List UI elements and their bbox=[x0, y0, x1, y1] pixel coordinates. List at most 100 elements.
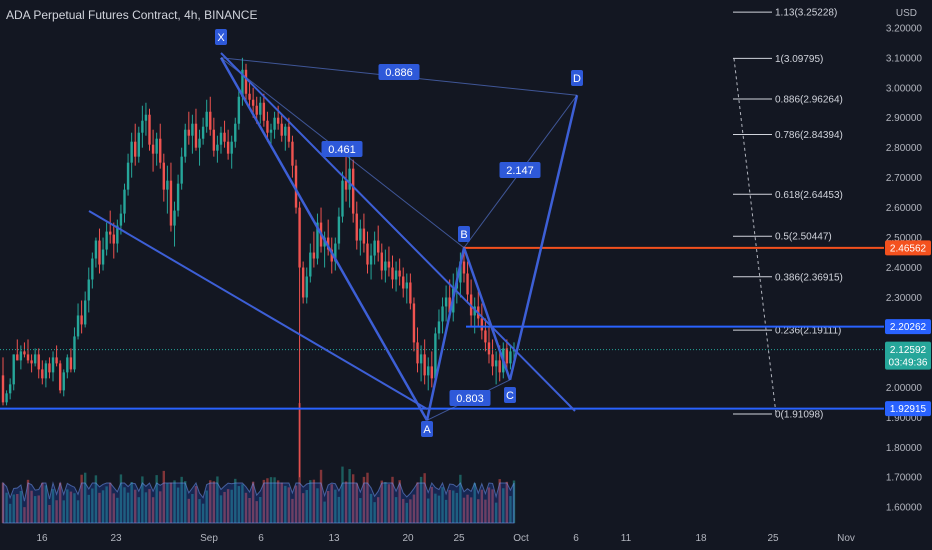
volume-bar-73 bbox=[262, 479, 266, 523]
candle-body-73 bbox=[262, 102, 266, 121]
candle-body-84 bbox=[301, 267, 305, 298]
volume-bar-6 bbox=[23, 507, 26, 523]
pattern-leg-CD bbox=[508, 94, 579, 381]
y-tick-0: 1.60000 bbox=[886, 503, 923, 514]
y-tick-16: 3.20000 bbox=[886, 23, 923, 34]
volume-bar-2 bbox=[8, 503, 12, 523]
candle-body-113 bbox=[405, 282, 408, 289]
candle-body-119 bbox=[427, 366, 430, 376]
volume-bar-11 bbox=[41, 482, 44, 523]
y-tick-7: 2.30000 bbox=[886, 293, 923, 304]
volume-bar-84 bbox=[301, 493, 305, 523]
candle-body-14 bbox=[51, 357, 55, 373]
point-box-X bbox=[215, 29, 227, 45]
price-tag-countdown: 03:49:36 bbox=[889, 358, 928, 369]
volume-bar-122 bbox=[437, 495, 441, 523]
price-tag-label-2: 2.12592 bbox=[890, 345, 927, 356]
volume-bar-88 bbox=[316, 488, 319, 523]
price-tag-3 bbox=[885, 401, 931, 417]
y-tick-2: 1.80000 bbox=[886, 443, 923, 454]
volume-group bbox=[1, 403, 516, 524]
volume-bar-14 bbox=[51, 489, 55, 523]
candle-body-38 bbox=[137, 132, 140, 157]
candle-body-20 bbox=[73, 336, 76, 370]
volume-bar-13 bbox=[48, 505, 51, 523]
candle-body-111 bbox=[398, 270, 401, 277]
candle-body-61 bbox=[219, 132, 223, 145]
volume-bar-141 bbox=[505, 481, 509, 523]
candle-body-56 bbox=[201, 126, 205, 139]
volume-bar-116 bbox=[416, 482, 419, 523]
candle-body-122 bbox=[437, 321, 441, 334]
volume-bar-108 bbox=[387, 484, 391, 523]
candle-body-78 bbox=[280, 123, 283, 136]
candle-body-53 bbox=[191, 123, 194, 136]
volume-bar-97 bbox=[348, 469, 351, 523]
ratio-label-3: 0.803 bbox=[456, 393, 484, 405]
price-tag-label-3: 1.92915 bbox=[890, 404, 927, 415]
candle-body-59 bbox=[212, 129, 216, 151]
x-tick-10: 18 bbox=[695, 533, 707, 544]
volume-bar-103 bbox=[369, 493, 373, 523]
time-axis[interactable]: 16 23 Sep 6 13 20 25 Oct 6 11 18 25 Nov bbox=[36, 533, 854, 544]
volume-bar-68 bbox=[244, 492, 248, 523]
candle-body-114 bbox=[409, 282, 412, 304]
candle-body-57 bbox=[205, 111, 208, 127]
x-tick-6: 25 bbox=[453, 533, 465, 544]
volume-bar-129 bbox=[462, 497, 466, 523]
volume-bar-44 bbox=[159, 491, 162, 523]
volume-bar-69 bbox=[248, 497, 251, 523]
volume-bar-59 bbox=[212, 481, 216, 523]
xabcd-pattern-group: 0.886 0.461 2.147 0.803 X A B C D bbox=[88, 29, 583, 437]
fib-level-label-4: 0.618(2.64453) bbox=[775, 190, 843, 201]
candle-body-34 bbox=[123, 189, 126, 214]
pattern-leg-XA bbox=[219, 57, 429, 421]
candle-body-69 bbox=[248, 93, 251, 100]
volume-bar-75 bbox=[269, 477, 273, 523]
candle-body-51 bbox=[184, 129, 187, 157]
volume-bar-78 bbox=[280, 482, 283, 523]
candle-body-125 bbox=[448, 297, 451, 313]
y-tick-1: 1.70000 bbox=[886, 473, 923, 484]
candle-body-76 bbox=[273, 117, 276, 130]
volume-bar-127 bbox=[455, 492, 459, 523]
candle-body-44 bbox=[159, 138, 162, 163]
candle-body-13 bbox=[48, 363, 51, 373]
volume-bar-58 bbox=[209, 480, 212, 523]
volume-bar-87 bbox=[312, 479, 316, 523]
volume-bar-70 bbox=[251, 481, 255, 523]
volume-bar-142 bbox=[509, 496, 512, 523]
ratio-box-0 bbox=[378, 64, 420, 80]
ratio-label-1: 0.461 bbox=[328, 144, 356, 156]
volume-bar-79 bbox=[284, 485, 287, 523]
volume-bar-40 bbox=[144, 492, 148, 523]
candle-body-29 bbox=[105, 231, 108, 250]
volume-bar-32 bbox=[116, 497, 119, 523]
candle-body-138 bbox=[494, 360, 498, 367]
volume-bar-50 bbox=[180, 476, 183, 523]
volume-bar-91 bbox=[326, 491, 330, 523]
volume-bar-118 bbox=[423, 473, 426, 523]
candle-body-21 bbox=[76, 315, 80, 337]
volume-bar-16 bbox=[58, 482, 62, 523]
candle-body-87 bbox=[312, 252, 316, 259]
volume-bar-85 bbox=[305, 489, 308, 523]
volume-bar-63 bbox=[226, 489, 230, 523]
candle-body-117 bbox=[419, 354, 423, 364]
candle-body-130 bbox=[466, 273, 469, 295]
volume-bar-113 bbox=[405, 502, 408, 523]
candle-body-77 bbox=[276, 117, 280, 124]
volume-bar-101 bbox=[362, 476, 366, 523]
volume-bar-114 bbox=[409, 499, 412, 523]
candle-body-18 bbox=[66, 357, 69, 373]
candle-body-66 bbox=[237, 96, 241, 124]
volume-bar-45 bbox=[162, 470, 166, 523]
fib-level-label-3: 0.786(2.84394) bbox=[775, 130, 843, 141]
candle-body-92 bbox=[330, 249, 333, 262]
candle-body-41 bbox=[148, 114, 151, 145]
fib-level-label-5: 0.5(2.50447) bbox=[775, 232, 832, 243]
candle-body-120 bbox=[430, 366, 434, 379]
volume-bar-126 bbox=[452, 490, 455, 523]
point-box-B bbox=[458, 226, 470, 242]
volume-bar-72 bbox=[259, 496, 262, 523]
